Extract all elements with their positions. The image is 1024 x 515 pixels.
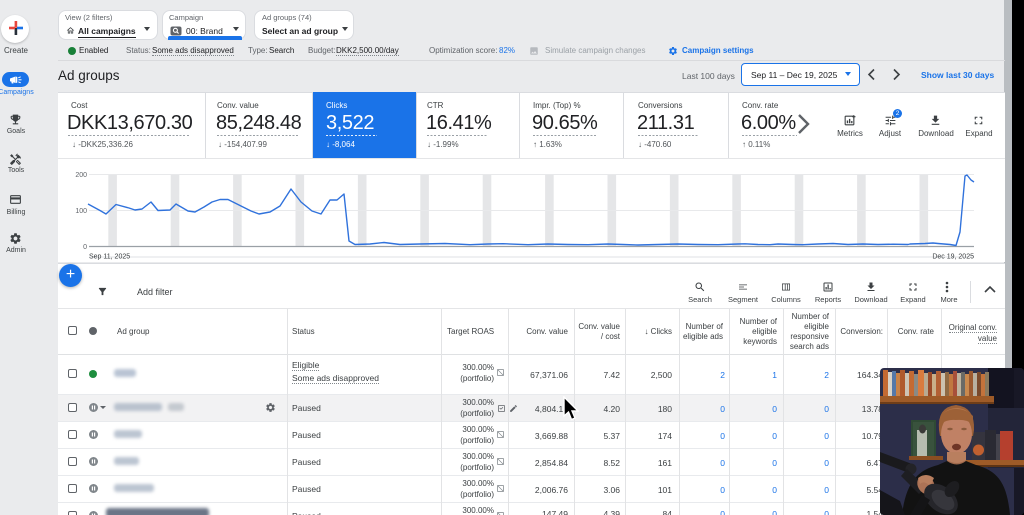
svg-text:100: 100 xyxy=(75,208,87,215)
svg-text:Sep 11, 2025: Sep 11, 2025 xyxy=(89,254,130,261)
svg-text:Dec 19, 2025: Dec 19, 2025 xyxy=(932,254,974,261)
svg-text:200: 200 xyxy=(75,172,87,179)
svg-text:0: 0 xyxy=(83,244,87,251)
